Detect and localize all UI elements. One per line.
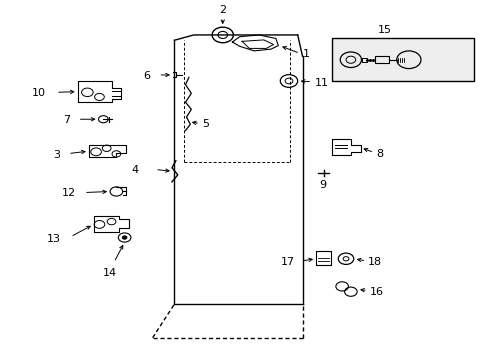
Text: 12: 12 — [62, 188, 76, 198]
Bar — [315, 251, 330, 265]
Text: 4: 4 — [131, 165, 138, 175]
Circle shape — [122, 236, 127, 239]
Text: 2: 2 — [219, 5, 226, 15]
Text: 15: 15 — [377, 25, 391, 35]
Bar — [374, 56, 388, 63]
Text: 17: 17 — [281, 257, 295, 267]
Text: 1: 1 — [302, 49, 309, 59]
Text: 10: 10 — [32, 89, 46, 98]
Text: 7: 7 — [63, 115, 70, 125]
Text: 14: 14 — [103, 267, 117, 278]
Text: 9: 9 — [319, 180, 326, 190]
Text: 16: 16 — [369, 287, 384, 297]
Text: 6: 6 — [143, 71, 150, 81]
Bar — [361, 58, 366, 62]
Text: 5: 5 — [202, 119, 208, 129]
Text: 11: 11 — [314, 78, 328, 88]
Text: 18: 18 — [367, 257, 382, 267]
Text: 8: 8 — [375, 149, 382, 159]
Text: 3: 3 — [53, 150, 60, 160]
Bar — [331, 39, 473, 81]
Text: 13: 13 — [47, 234, 61, 244]
